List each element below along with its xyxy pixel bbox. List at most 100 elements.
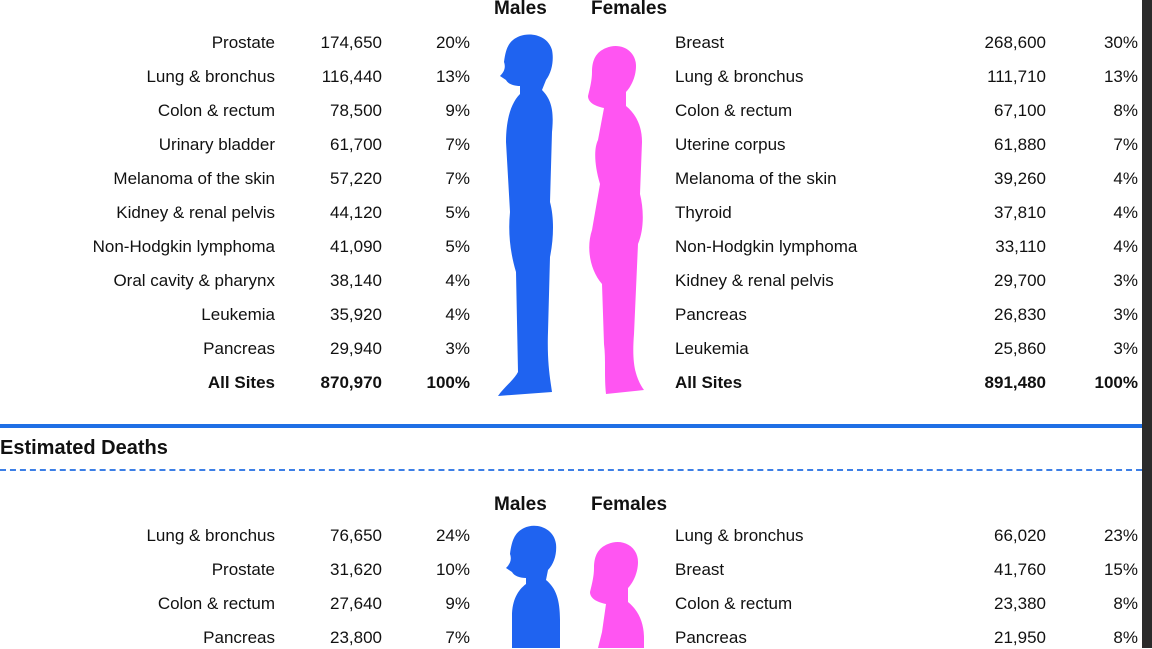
death-percent: 23% bbox=[1103, 526, 1138, 545]
table-row: Melanoma of the skin 57,220 7% bbox=[0, 168, 1152, 190]
site-name: Lung & bronchus bbox=[146, 526, 275, 545]
death-count: 76,650 bbox=[330, 526, 382, 545]
deaths-females-header: Females bbox=[591, 494, 668, 515]
death-count: 31,620 bbox=[330, 560, 382, 579]
table-row: Urinary bladder 61,700 7% bbox=[0, 134, 1152, 156]
case-percent: 3% bbox=[1113, 339, 1138, 358]
death-count: 27,640 bbox=[330, 594, 382, 613]
window-edge bbox=[1142, 0, 1152, 648]
site-name: Urinary bladder bbox=[158, 135, 275, 154]
table-row: Breast 268,600 30% bbox=[0, 32, 1152, 54]
case-count: 61,700 bbox=[330, 135, 382, 154]
site-name: All Sites bbox=[675, 373, 743, 392]
case-percent: 13% bbox=[435, 67, 470, 86]
case-percent: 100% bbox=[426, 373, 470, 392]
case-percent: 7% bbox=[445, 169, 470, 188]
case-count: 268,600 bbox=[984, 33, 1046, 52]
death-percent: 24% bbox=[435, 526, 470, 545]
case-count: 38,140 bbox=[330, 271, 382, 290]
table-row: Lung & bronchus 116,440 13% bbox=[0, 66, 1152, 88]
case-percent: 13% bbox=[1103, 67, 1138, 86]
death-percent: 8% bbox=[1113, 628, 1138, 647]
case-count: 870,970 bbox=[320, 373, 382, 392]
female-silhouette-icon bbox=[588, 46, 644, 394]
incidence-females-header: Females bbox=[591, 0, 668, 19]
case-count: 25,860 bbox=[994, 339, 1046, 358]
site-name: Colon & rectum bbox=[675, 594, 793, 613]
case-percent: 3% bbox=[1113, 305, 1138, 324]
site-name: Colon & rectum bbox=[157, 101, 275, 120]
table-row: Leukemia 25,860 3% bbox=[0, 338, 1152, 360]
case-count: 33,110 bbox=[995, 237, 1046, 256]
case-percent: 3% bbox=[445, 339, 470, 358]
case-count: 111,710 bbox=[987, 67, 1046, 86]
site-name: Prostate bbox=[211, 560, 275, 579]
site-name: All Sites bbox=[207, 373, 275, 392]
table-row: Kidney & renal pelvis 29,700 3% bbox=[0, 270, 1152, 292]
table-row: Colon & rectum 27,640 9% bbox=[0, 593, 1152, 615]
case-count: 78,500 bbox=[330, 101, 382, 120]
site-name: Kidney & renal pelvis bbox=[675, 271, 834, 290]
site-name: Pancreas bbox=[203, 339, 275, 358]
table-row: Melanoma of the skin 39,260 4% bbox=[0, 168, 1152, 190]
table-row: Uterine corpus 61,880 7% bbox=[0, 134, 1152, 156]
site-name: Colon & rectum bbox=[157, 594, 275, 613]
death-count: 23,800 bbox=[330, 628, 382, 647]
section-divider bbox=[0, 424, 1142, 428]
death-percent: 10% bbox=[435, 560, 470, 579]
site-name: Pancreas bbox=[203, 628, 275, 647]
case-percent: 7% bbox=[445, 135, 470, 154]
case-percent: 20% bbox=[435, 33, 470, 52]
death-count: 66,020 bbox=[994, 526, 1046, 545]
table-row: Lung & bronchus 76,650 24% bbox=[0, 525, 1152, 547]
site-name: Leukemia bbox=[201, 305, 275, 324]
table-row: Prostate 174,650 20% bbox=[0, 32, 1152, 54]
site-name: Uterine corpus bbox=[675, 135, 786, 154]
case-count: 67,100 bbox=[994, 101, 1046, 120]
site-name: Non-Hodgkin lymphoma bbox=[675, 237, 858, 256]
deaths-section-title: Estimated Deaths bbox=[0, 437, 168, 459]
case-count: 57,220 bbox=[330, 169, 382, 188]
site-name: Breast bbox=[675, 33, 725, 52]
death-count: 21,950 bbox=[994, 628, 1046, 647]
site-name: Lung & bronchus bbox=[675, 526, 804, 545]
site-name: Pancreas bbox=[675, 305, 747, 324]
table-row: Kidney & renal pelvis 44,120 5% bbox=[0, 202, 1152, 224]
site-name: Lung & bronchus bbox=[675, 67, 804, 86]
deaths-males-header: Males bbox=[494, 494, 547, 515]
incidence-males-header: Males bbox=[494, 0, 547, 19]
case-count: 44,120 bbox=[330, 203, 382, 222]
death-percent: 8% bbox=[1113, 594, 1138, 613]
case-percent: 4% bbox=[1113, 237, 1138, 256]
case-percent: 8% bbox=[1113, 101, 1138, 120]
site-name: Melanoma of the skin bbox=[675, 169, 837, 188]
table-row: Oral cavity & pharynx 38,140 4% bbox=[0, 270, 1152, 292]
total-row: All Sites 870,970 100% bbox=[0, 372, 1152, 394]
table-row: Colon & rectum 23,380 8% bbox=[0, 593, 1152, 615]
case-count: 26,830 bbox=[994, 305, 1046, 324]
case-count: 41,090 bbox=[330, 237, 382, 256]
male-silhouette-icon bbox=[498, 34, 553, 396]
site-name: Oral cavity & pharynx bbox=[113, 271, 275, 290]
case-count: 61,880 bbox=[994, 135, 1046, 154]
table-row: Pancreas 26,830 3% bbox=[0, 304, 1152, 326]
site-name: Colon & rectum bbox=[675, 101, 793, 120]
table-row: Colon & rectum 78,500 9% bbox=[0, 100, 1152, 122]
total-row: All Sites 891,480 100% bbox=[0, 372, 1152, 394]
case-count: 174,650 bbox=[320, 33, 382, 52]
death-percent: 15% bbox=[1103, 560, 1138, 579]
table-row: Leukemia 35,920 4% bbox=[0, 304, 1152, 326]
case-count: 37,810 bbox=[994, 203, 1046, 222]
death-percent: 7% bbox=[445, 628, 470, 647]
table-row: Thyroid 37,810 4% bbox=[0, 202, 1152, 224]
site-name: Pancreas bbox=[675, 628, 747, 647]
case-count: 29,940 bbox=[330, 339, 382, 358]
site-name: Prostate bbox=[211, 33, 275, 52]
case-percent: 9% bbox=[445, 101, 470, 120]
table-row: Pancreas 23,800 7% bbox=[0, 627, 1152, 649]
case-percent: 7% bbox=[1113, 135, 1138, 154]
case-count: 116,440 bbox=[321, 67, 382, 86]
case-percent: 4% bbox=[1113, 203, 1138, 222]
site-name: Lung & bronchus bbox=[146, 67, 275, 86]
case-percent: 3% bbox=[1113, 271, 1138, 290]
